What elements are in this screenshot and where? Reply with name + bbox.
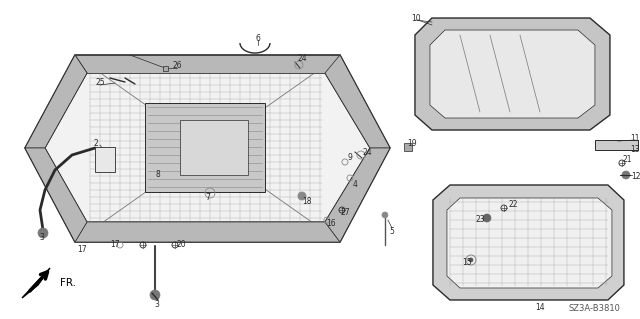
Polygon shape xyxy=(415,18,610,130)
Text: 3: 3 xyxy=(154,300,159,309)
Text: 20: 20 xyxy=(176,241,186,249)
Text: 24: 24 xyxy=(297,54,307,63)
Polygon shape xyxy=(433,185,624,300)
Polygon shape xyxy=(145,103,265,192)
Bar xyxy=(404,143,412,151)
Polygon shape xyxy=(430,30,595,118)
Text: 2: 2 xyxy=(93,138,99,147)
Polygon shape xyxy=(595,140,638,150)
Polygon shape xyxy=(325,148,390,242)
Text: 24: 24 xyxy=(362,147,372,157)
Text: 17: 17 xyxy=(110,241,120,249)
Text: SZ3A-B3810: SZ3A-B3810 xyxy=(568,304,620,313)
Text: 4: 4 xyxy=(353,181,357,189)
Text: 12: 12 xyxy=(631,173,640,182)
Polygon shape xyxy=(25,55,87,148)
Text: 14: 14 xyxy=(535,303,545,313)
Text: 22: 22 xyxy=(508,201,518,210)
Text: 8: 8 xyxy=(156,170,161,180)
Bar xyxy=(95,147,115,172)
Polygon shape xyxy=(25,148,87,242)
Text: 16: 16 xyxy=(326,219,336,228)
Text: 10: 10 xyxy=(411,13,420,23)
Circle shape xyxy=(382,212,388,218)
Polygon shape xyxy=(22,268,50,298)
Circle shape xyxy=(150,290,160,300)
Text: 13: 13 xyxy=(630,145,640,153)
Text: 9: 9 xyxy=(348,152,353,161)
Polygon shape xyxy=(180,120,248,175)
Circle shape xyxy=(622,171,630,179)
Text: 25: 25 xyxy=(95,78,105,86)
Polygon shape xyxy=(25,55,390,242)
Polygon shape xyxy=(75,55,340,73)
Text: 3: 3 xyxy=(40,234,44,242)
Text: 21: 21 xyxy=(622,155,632,165)
Text: 15: 15 xyxy=(462,258,472,268)
Polygon shape xyxy=(325,55,390,148)
Text: 6: 6 xyxy=(255,33,260,42)
Text: 5: 5 xyxy=(390,227,394,236)
Text: 26: 26 xyxy=(172,61,182,70)
Text: 17: 17 xyxy=(77,246,87,255)
Polygon shape xyxy=(75,222,340,242)
Circle shape xyxy=(298,192,306,200)
Polygon shape xyxy=(447,198,612,288)
Circle shape xyxy=(469,258,473,262)
Text: 11: 11 xyxy=(630,134,640,143)
Text: FR.: FR. xyxy=(60,278,76,288)
Text: 23: 23 xyxy=(475,216,484,225)
Circle shape xyxy=(38,228,48,238)
Polygon shape xyxy=(45,73,370,222)
Text: 19: 19 xyxy=(407,138,417,147)
Text: 18: 18 xyxy=(302,197,312,206)
Bar xyxy=(163,66,168,71)
Text: 7: 7 xyxy=(205,194,211,203)
Text: 27: 27 xyxy=(340,209,350,218)
Circle shape xyxy=(483,214,491,222)
